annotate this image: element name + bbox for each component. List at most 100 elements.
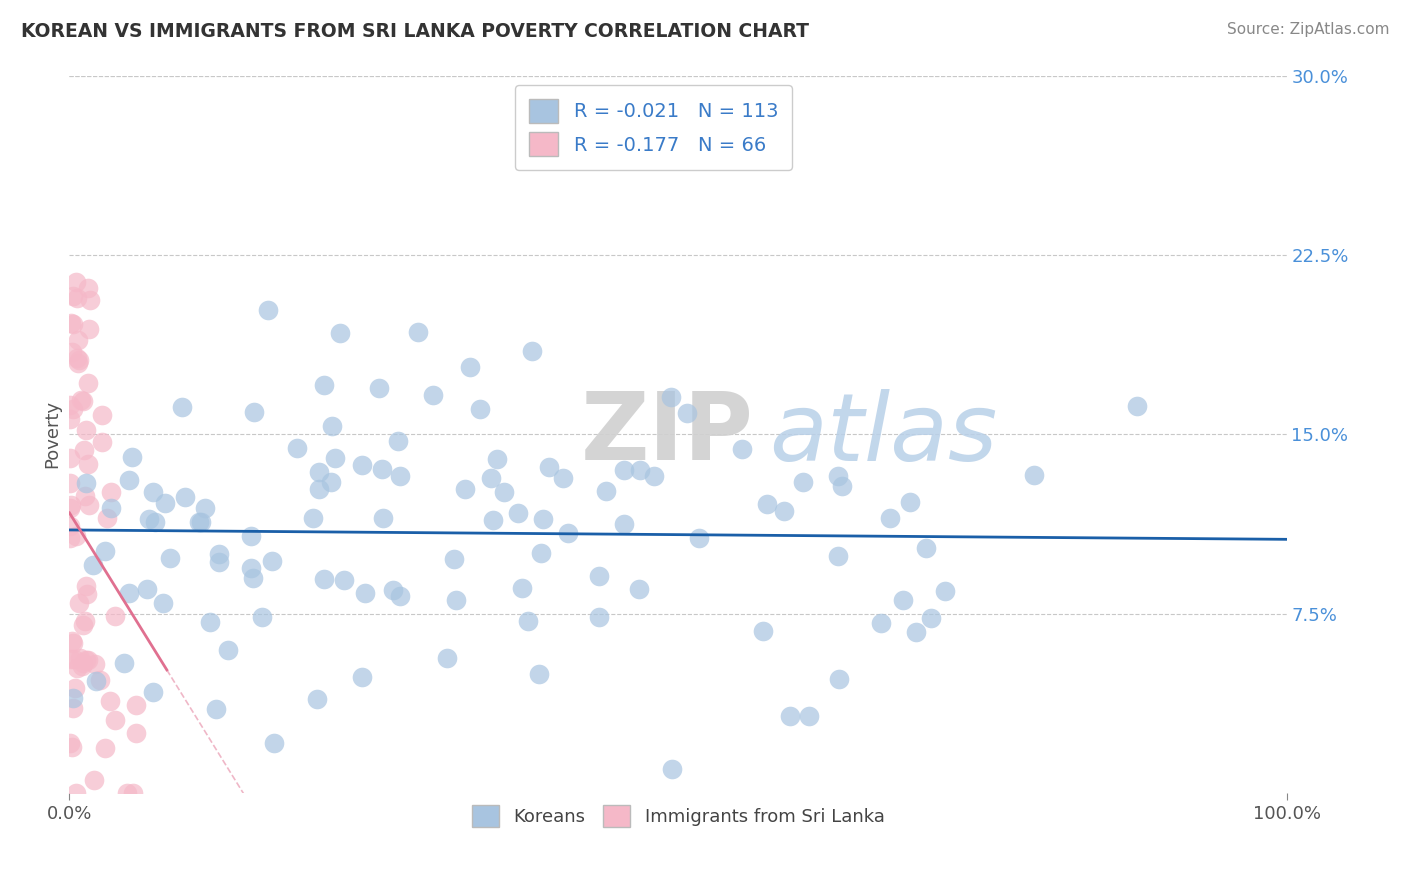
Point <box>65 275 87 289</box>
Point <box>62 636 84 650</box>
Point <box>1024 468 1046 483</box>
Point <box>443 552 465 566</box>
Point <box>104 713 127 727</box>
Point <box>172 400 194 414</box>
Text: Source: ZipAtlas.com: Source: ZipAtlas.com <box>1226 22 1389 37</box>
Point <box>75 579 97 593</box>
Point <box>59 652 82 666</box>
Point <box>66 351 89 366</box>
Point <box>831 479 853 493</box>
Point <box>59 475 82 490</box>
Point <box>628 463 651 477</box>
Point <box>688 531 710 545</box>
Point <box>62 317 84 331</box>
Point <box>118 585 141 599</box>
Point <box>98 694 121 708</box>
Point <box>59 736 82 750</box>
Text: atlas: atlas <box>769 389 997 480</box>
Point <box>756 497 779 511</box>
Point <box>174 490 197 504</box>
Point <box>321 475 343 489</box>
Point <box>112 656 135 670</box>
Text: KOREAN VS IMMIGRANTS FROM SRI LANKA POVERTY CORRELATION CHART: KOREAN VS IMMIGRANTS FROM SRI LANKA POVE… <box>21 22 808 41</box>
Point <box>65 786 87 800</box>
Point <box>67 353 90 368</box>
Point <box>72 618 94 632</box>
Point <box>62 402 84 417</box>
Point <box>676 406 699 420</box>
Point <box>240 528 263 542</box>
Point <box>77 498 100 512</box>
Point <box>354 585 377 599</box>
Point <box>522 344 544 359</box>
Point <box>76 587 98 601</box>
Point <box>104 609 127 624</box>
Point <box>891 592 914 607</box>
Point <box>125 725 148 739</box>
Point <box>77 281 100 295</box>
Point <box>90 435 112 450</box>
Point <box>827 468 849 483</box>
Point <box>89 673 111 687</box>
Point <box>100 484 122 499</box>
Point <box>66 291 89 305</box>
Point <box>920 611 942 625</box>
Point <box>243 405 266 419</box>
Point <box>79 293 101 308</box>
Point <box>388 468 411 483</box>
Point <box>538 460 561 475</box>
Point <box>792 475 814 489</box>
Point <box>60 739 83 754</box>
Point <box>659 390 682 404</box>
Point <box>436 651 458 665</box>
Point <box>208 547 231 561</box>
Point <box>531 512 554 526</box>
Point <box>117 473 139 487</box>
Point <box>62 690 84 705</box>
Point <box>367 381 389 395</box>
Point <box>731 442 754 456</box>
Point <box>613 463 636 477</box>
Point <box>76 376 98 391</box>
Point <box>486 451 509 466</box>
Point <box>773 503 796 517</box>
Point <box>208 555 231 569</box>
Point <box>115 786 138 800</box>
Point <box>72 657 94 671</box>
Point <box>94 740 117 755</box>
Point <box>422 388 444 402</box>
Point <box>187 516 209 530</box>
Point <box>373 511 395 525</box>
Point <box>444 592 467 607</box>
Point <box>381 582 404 597</box>
Point <box>67 356 90 370</box>
Point <box>75 489 97 503</box>
Point <box>827 549 849 563</box>
Point <box>59 450 82 465</box>
Point <box>142 484 165 499</box>
Point <box>194 500 217 515</box>
Point <box>506 506 529 520</box>
Point <box>406 325 429 339</box>
Point <box>285 441 308 455</box>
Point <box>70 392 93 407</box>
Point <box>62 701 84 715</box>
Point <box>308 482 330 496</box>
Point <box>84 674 107 689</box>
Point <box>240 561 263 575</box>
Point <box>60 634 83 648</box>
Point <box>100 500 122 515</box>
Point <box>65 529 87 543</box>
Point <box>138 511 160 525</box>
Point <box>66 334 89 348</box>
Point <box>458 359 481 374</box>
Point <box>143 515 166 529</box>
Legend: Koreans, Immigrants from Sri Lanka: Koreans, Immigrants from Sri Lanka <box>464 798 891 835</box>
Point <box>905 624 928 639</box>
Point <box>72 394 94 409</box>
Point <box>59 531 82 545</box>
Point <box>62 289 84 303</box>
Point <box>63 652 86 666</box>
Point <box>388 589 411 603</box>
Point <box>387 434 409 448</box>
